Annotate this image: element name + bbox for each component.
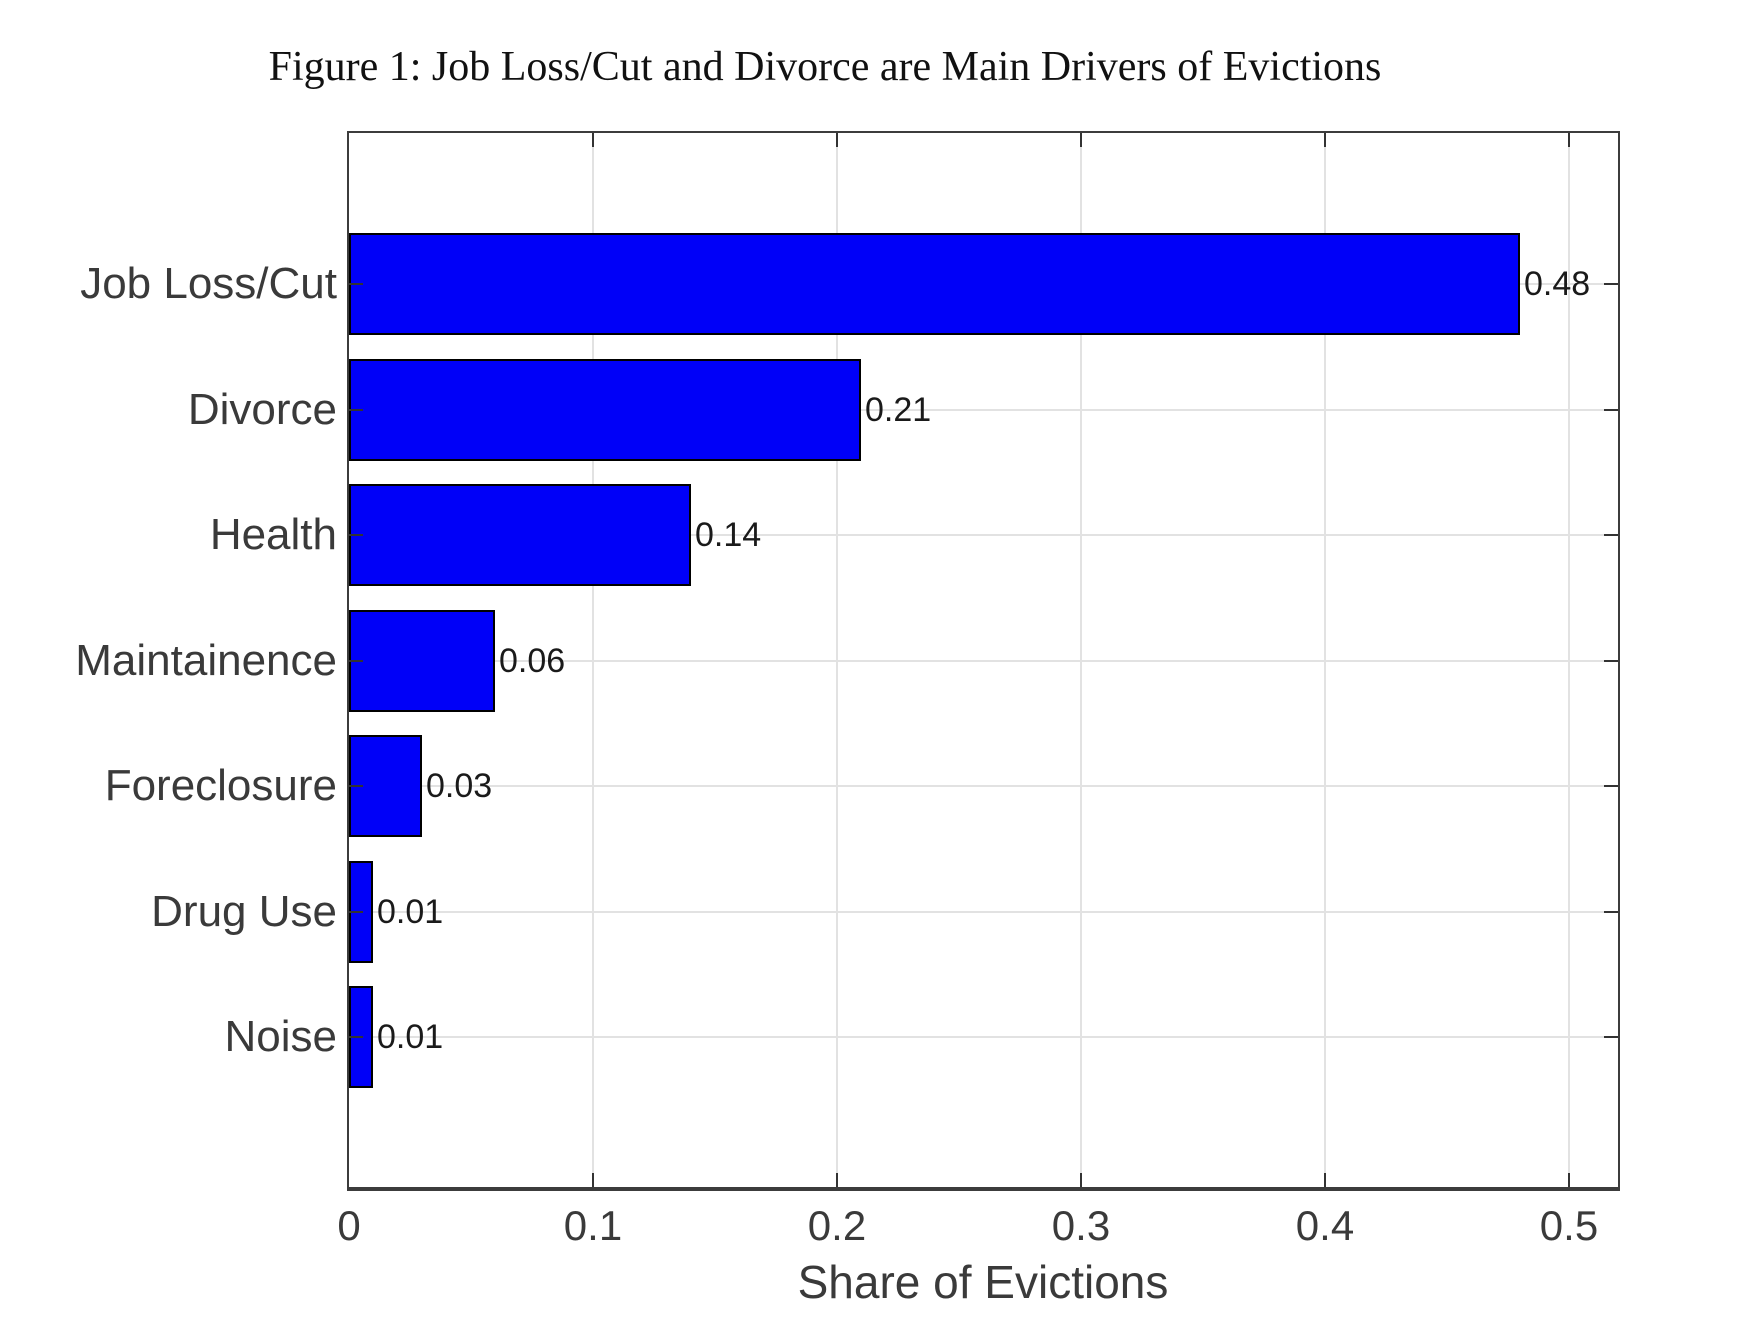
bar-maintainence	[349, 609, 495, 712]
x-tick-label: 0	[337, 1202, 361, 1249]
y-gridline	[349, 910, 1618, 913]
y-tick-left	[349, 283, 363, 285]
y-gridline	[349, 659, 1618, 662]
y-gridline	[349, 534, 1618, 536]
chart-title: Figure 1: Job Loss/Cut and Divorce are M…	[268, 44, 1382, 90]
x-tick-top	[592, 133, 594, 147]
x-tick-label: 0.3	[1051, 1202, 1111, 1249]
y-tick-right	[1604, 785, 1618, 787]
x-tick-top	[1080, 133, 1082, 147]
y-tick-left	[349, 1036, 363, 1038]
bar-value-label: 0.21	[865, 390, 932, 429]
y-axis-label: Divorce	[187, 384, 337, 434]
bar-value-label: 0.01	[377, 892, 444, 931]
y-gridline	[349, 785, 1618, 787]
y-axis-label: Job Loss/Cut	[80, 259, 337, 308]
bar-health	[349, 484, 691, 586]
x-tick-bottom	[836, 1173, 838, 1187]
x-tick-top	[1324, 133, 1326, 147]
x-tick-bottom	[1324, 1173, 1326, 1187]
y-axis-label: Maintainence	[75, 635, 337, 685]
bar-divorce	[349, 358, 861, 461]
y-tick-right	[1604, 910, 1618, 913]
y-tick-right	[1604, 1036, 1618, 1038]
bar-value-label: 0.14	[695, 516, 762, 554]
y-axis-label: Drug Use	[151, 886, 337, 936]
x-tick-bottom	[1080, 1173, 1082, 1187]
y-tick-left	[349, 534, 363, 536]
y-axis-label: Noise	[224, 1012, 338, 1061]
x-tick-top	[1568, 133, 1570, 147]
plot-area: 0.48 0.21 0.14 0.06 0.03 0.01 0.01	[347, 131, 1620, 1191]
y-tick-right	[1604, 534, 1618, 536]
y-tick-left	[349, 785, 363, 787]
x-axis-title: Share of Evictions	[797, 1256, 1169, 1308]
x-tick-label: 0.2	[807, 1202, 867, 1249]
y-tick-left	[349, 910, 363, 913]
y-tick-left	[349, 408, 363, 411]
bar-value-label: 0.01	[377, 1018, 444, 1056]
bar-value-label: 0.48	[1524, 265, 1591, 303]
y-tick-right	[1604, 283, 1618, 285]
x-tick-label: 0.5	[1539, 1202, 1599, 1249]
y-gridline	[349, 1036, 1618, 1038]
x-tick-label: 0.1	[563, 1202, 623, 1249]
y-tick-right	[1604, 408, 1618, 411]
bar-job-loss-cut	[349, 233, 1520, 335]
y-axis-label: Foreclosure	[104, 761, 337, 810]
x-tick-label: 0.4	[1295, 1202, 1355, 1249]
x-tick-bottom	[592, 1173, 594, 1187]
y-axis-label: Health	[209, 510, 337, 559]
bar-value-label: 0.03	[426, 767, 493, 805]
bar-value-label: 0.06	[499, 641, 566, 680]
y-gridline	[349, 408, 1618, 411]
y-tick-left	[349, 659, 363, 662]
y-tick-right	[1604, 659, 1618, 662]
x-tick-top	[836, 133, 838, 147]
x-tick-bottom	[1568, 1173, 1570, 1187]
